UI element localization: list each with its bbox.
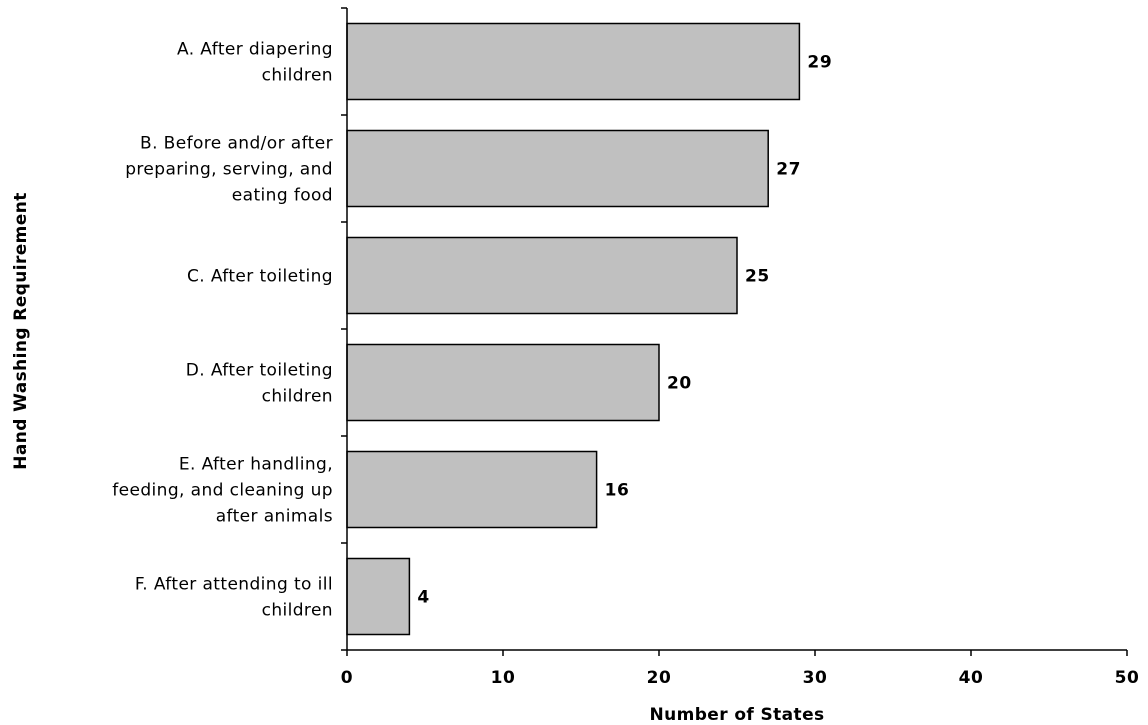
category-label-a: A. After diapering children bbox=[177, 40, 333, 86]
bar-f bbox=[346, 557, 411, 636]
category-label-line: feeding, and cleaning up bbox=[112, 481, 333, 501]
x-tick-label-40: 40 bbox=[959, 668, 984, 688]
y-axis-title: Hand Washing Requirement bbox=[11, 192, 31, 469]
category-label-e: E. After handling, feeding, and cleaning … bbox=[112, 455, 333, 527]
category-label-line: children bbox=[262, 387, 333, 407]
category-label-line: eating food bbox=[232, 186, 333, 206]
category-label-line: E. After handling, bbox=[179, 455, 333, 475]
category-label-line: children bbox=[262, 66, 333, 86]
x-axis-title: Number of States bbox=[649, 705, 824, 725]
category-label-line: C. After toileting bbox=[187, 267, 333, 287]
bar-c bbox=[346, 236, 738, 315]
category-label-d: D. After toileting children bbox=[186, 361, 333, 407]
bar-a bbox=[346, 22, 801, 101]
category-label-line: preparing, serving, and bbox=[125, 160, 333, 180]
value-label-f: 4 bbox=[417, 588, 429, 608]
axes-layer: 0 10 20 30 40 50 bbox=[341, 7, 1140, 688]
category-label-f: F. After attending to ill children bbox=[135, 575, 333, 621]
category-label-b: B. Before and/or after preparing, serving… bbox=[125, 134, 333, 206]
category-label-line: children bbox=[262, 601, 333, 621]
category-label-line: after animals bbox=[216, 507, 333, 527]
x-tick-label-20: 20 bbox=[647, 668, 672, 688]
category-label-line: F. After attending to ill bbox=[135, 575, 333, 595]
bar-e bbox=[346, 450, 598, 529]
category-label-c: C. After toileting bbox=[187, 267, 333, 287]
bars-layer: 29 A. After diapering children 27 B. Before … bbox=[112, 22, 832, 636]
x-tick-label-0: 0 bbox=[341, 668, 353, 688]
x-tick-label-10: 10 bbox=[491, 668, 516, 688]
value-label-e: 16 bbox=[605, 481, 630, 501]
category-label-line: A. After diapering bbox=[177, 40, 333, 60]
bar-b bbox=[346, 129, 769, 208]
value-label-b: 27 bbox=[776, 160, 801, 180]
category-label-line: B. Before and/or after bbox=[140, 134, 333, 154]
value-label-a: 29 bbox=[807, 53, 832, 73]
value-label-c: 25 bbox=[745, 267, 770, 287]
category-label-line: D. After toileting bbox=[186, 361, 333, 381]
bar-d bbox=[346, 343, 660, 422]
x-tick-label-50: 50 bbox=[1115, 668, 1140, 688]
x-tick-label-30: 30 bbox=[803, 668, 828, 688]
value-label-d: 20 bbox=[667, 374, 692, 394]
